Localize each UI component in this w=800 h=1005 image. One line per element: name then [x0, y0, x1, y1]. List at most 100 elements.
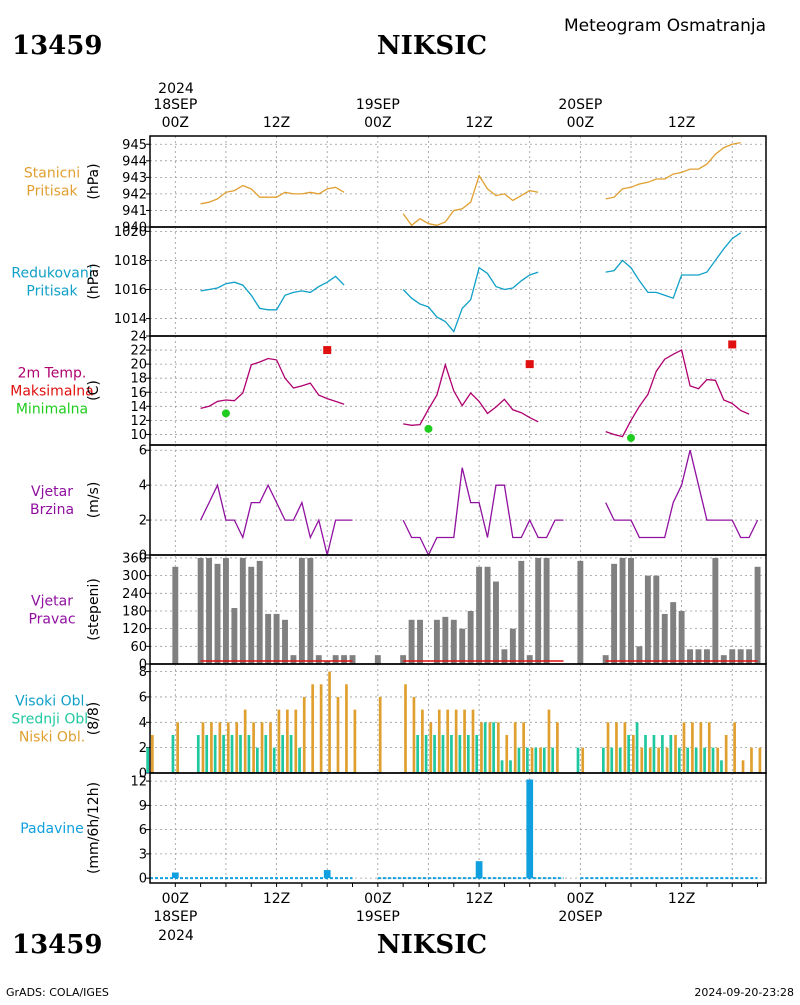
- cloud-low-bar: [707, 722, 711, 773]
- bar: [653, 575, 660, 664]
- cloud-mid-bar: [500, 760, 504, 773]
- top-hour-label: 00Z: [567, 115, 594, 131]
- series-line: [402, 467, 564, 557]
- bar: [644, 575, 651, 664]
- cloud-low-bar: [657, 747, 661, 773]
- cloud-low-bar: [437, 709, 441, 773]
- bar: [602, 655, 609, 664]
- y-tick-label: 8: [139, 665, 147, 680]
- cloud-low-bar: [530, 747, 534, 773]
- y-tick-label: 0: [139, 549, 147, 564]
- cloud-low-bar: [716, 747, 720, 773]
- cloud-low-bar: [606, 722, 610, 773]
- y-tick-label: 0: [139, 872, 147, 887]
- panel-label: Visoki Obl.: [15, 694, 89, 710]
- cloud-low-bar: [463, 709, 466, 773]
- cloud-mid-bar: [281, 734, 285, 773]
- cloud-mid-bar: [509, 760, 512, 773]
- y-tick-label: 300: [122, 569, 147, 584]
- y-tick-label: 60: [130, 640, 147, 655]
- y-tick-label: 942: [122, 187, 147, 202]
- bar: [543, 557, 550, 664]
- panel-label: Vjetar: [31, 484, 73, 500]
- series-line: [200, 275, 345, 311]
- cloud-low-bar: [640, 747, 644, 773]
- cloud-mid-bar: [264, 734, 268, 773]
- y-tick-label: 10: [130, 428, 147, 443]
- cloud-low-bar: [378, 696, 382, 773]
- panel-label: Maksimalna: [10, 384, 94, 400]
- panel-label: Padavine: [20, 821, 84, 837]
- cloud-mid-bar: [703, 747, 706, 773]
- cloud-mid-bar: [644, 734, 647, 773]
- bottom-day-label: 20SEP: [558, 909, 602, 925]
- cloud-mid-bar: [230, 734, 234, 773]
- bottom-hour-label: 00Z: [567, 891, 594, 907]
- bar: [695, 649, 702, 664]
- y-tick-label: 180: [122, 604, 147, 619]
- cloud-mid-bar: [618, 747, 622, 773]
- cloud-mid-bar: [424, 734, 428, 773]
- cloud-low-bar: [210, 722, 213, 773]
- min-temp-marker: [424, 424, 433, 433]
- cloud-low-bar: [151, 734, 154, 773]
- cloud-low-bar: [556, 722, 559, 773]
- cloud-low-bar: [623, 722, 627, 773]
- cloud-low-bar: [615, 722, 618, 773]
- y-tick-label: 944: [122, 154, 147, 169]
- panel-label: Redukovani: [11, 266, 92, 282]
- bottom-hour-label: 00Z: [162, 891, 189, 907]
- top-day-label: 18SEP: [153, 97, 197, 113]
- y-tick-label: 1014: [114, 312, 147, 327]
- cloud-mid-bar: [289, 734, 293, 773]
- cloud-mid-bar: [711, 747, 715, 773]
- y-tick-label: 16: [130, 386, 147, 401]
- cloud-mid-bar: [601, 747, 605, 773]
- footer-timestamp: 2024-09-20-23:28: [694, 986, 794, 999]
- cloud-low-bar: [235, 722, 239, 773]
- y-tick-label: 943: [122, 171, 147, 186]
- y-tick-label: 940: [122, 221, 147, 236]
- cloud-low-bar: [353, 709, 357, 773]
- cloud-mid-bar: [146, 747, 149, 773]
- cloud-low-bar: [269, 722, 272, 773]
- y-tick-label: 9: [139, 799, 147, 814]
- top-hour-label: 12Z: [668, 115, 695, 131]
- panel-label: Brzina: [30, 502, 74, 518]
- series-line: [402, 174, 539, 227]
- bar: [611, 563, 618, 664]
- bar: [265, 613, 272, 664]
- cloud-mid-bar: [239, 734, 242, 773]
- y-tick-label: 0: [139, 767, 147, 782]
- bar: [619, 557, 626, 664]
- bar: [231, 608, 238, 664]
- bar: [636, 646, 643, 664]
- cloud-low-bar: [581, 747, 585, 773]
- panel-frame: [149, 663, 767, 774]
- cloud-mid-bar: [661, 734, 664, 773]
- bar: [526, 655, 533, 664]
- bar: [307, 557, 314, 664]
- cloud-low-bar: [421, 709, 424, 773]
- bar: [171, 872, 179, 879]
- max-temp-marker: [728, 340, 737, 349]
- panel-cloud-cover: 0 2 4 6 8 Visoki Obl. Srednji Obl. Niski Obl.(8…: [11, 663, 767, 782]
- bar: [467, 610, 474, 664]
- y-tick-label: 1016: [114, 283, 147, 298]
- y-axis-label: (C): [86, 380, 102, 401]
- cloud-mid-bar: [720, 760, 723, 773]
- year-label-bottom: 2024: [158, 928, 194, 944]
- y-tick-label: 22: [130, 344, 147, 359]
- panel-frame: [149, 335, 767, 446]
- bar: [670, 602, 677, 664]
- cloud-low-bar: [496, 722, 500, 773]
- series-line: [605, 141, 741, 200]
- y-tick-label: 24: [130, 330, 147, 345]
- panel-wind-speed: 0 2 4 6 Vjetar Brzina (m/s): [30, 444, 767, 564]
- cloud-mid-bar: [542, 747, 546, 773]
- bar: [720, 655, 727, 664]
- bar: [737, 649, 744, 664]
- year-label-top: 2024: [158, 81, 194, 97]
- bar: [400, 655, 407, 664]
- cloud-low-bar: [252, 722, 255, 773]
